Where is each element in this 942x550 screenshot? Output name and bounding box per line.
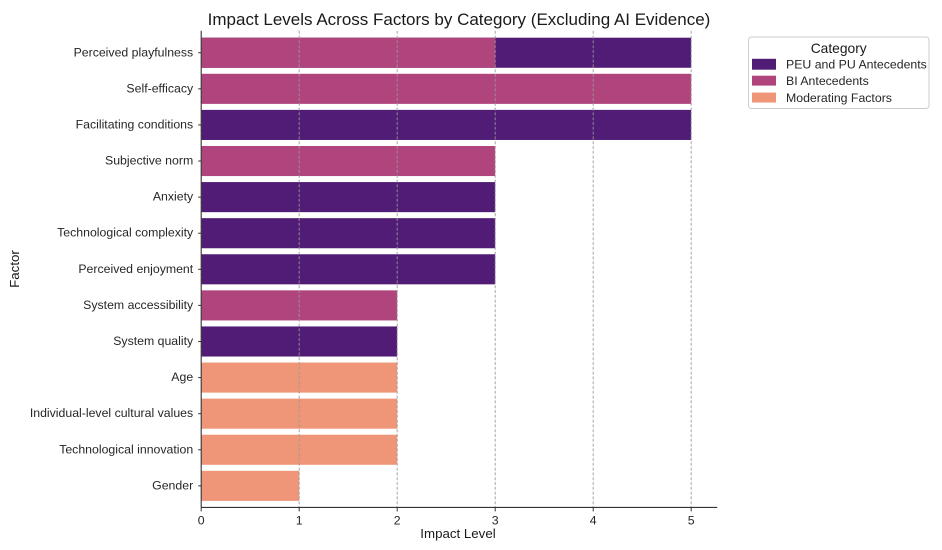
svg-text:Perceived playfulness: Perceived playfulness: [74, 45, 194, 59]
svg-text:5: 5: [688, 513, 695, 527]
svg-text:Self-efficacy: Self-efficacy: [126, 81, 194, 95]
svg-text:Category: Category: [811, 41, 867, 56]
svg-text:System accessibility: System accessibility: [83, 298, 194, 312]
svg-text:Perceived enjoyment: Perceived enjoyment: [78, 262, 193, 276]
svg-text:Technological complexity: Technological complexity: [57, 226, 194, 240]
svg-text:Age: Age: [171, 370, 193, 384]
svg-text:Facilitating conditions: Facilitating conditions: [76, 117, 194, 131]
svg-text:BI Antecedents: BI Antecedents: [786, 74, 869, 88]
svg-text:4: 4: [590, 513, 597, 527]
svg-text:Anxiety: Anxiety: [153, 190, 194, 204]
svg-text:2: 2: [394, 513, 401, 527]
svg-text:Technological innovation: Technological innovation: [59, 442, 193, 456]
svg-text:Gender: Gender: [152, 478, 193, 492]
svg-text:0: 0: [198, 513, 205, 527]
svg-text:Factor: Factor: [7, 250, 22, 288]
svg-text:Moderating Factors: Moderating Factors: [786, 91, 892, 105]
svg-text:1: 1: [296, 513, 303, 527]
svg-text:Impact Level: Impact Level: [420, 526, 495, 541]
svg-text:Individual-level cultural valu: Individual-level cultural values: [30, 406, 193, 420]
svg-text:PEU and PU Antecedents: PEU and PU Antecedents: [786, 57, 927, 71]
svg-text:System quality: System quality: [113, 334, 194, 348]
svg-text:Subjective norm: Subjective norm: [105, 154, 193, 168]
svg-text:Impact Levels Across Factors b: Impact Levels Across Factors by Category…: [208, 10, 711, 29]
